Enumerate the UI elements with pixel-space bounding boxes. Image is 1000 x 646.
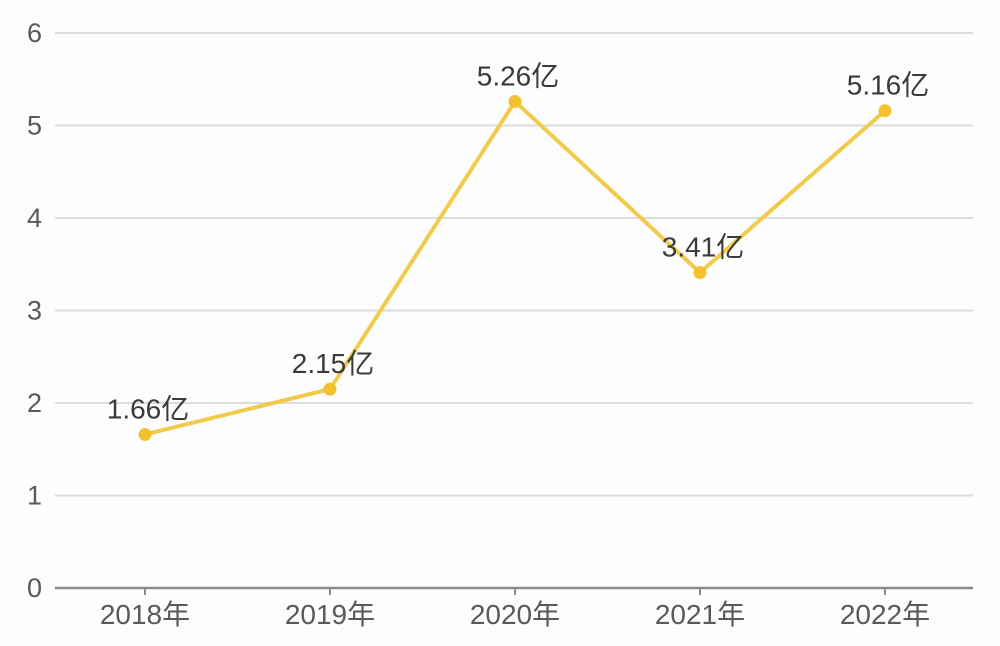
y-axis-tick-label: 1 — [27, 481, 42, 511]
data-point[interactable] — [138, 427, 152, 441]
data-point-label: 5.16亿 — [847, 70, 930, 101]
y-axis-tick-label: 2 — [27, 388, 42, 418]
series-line — [143, 99, 887, 437]
data-point[interactable] — [323, 382, 337, 396]
data-point-label: 2.15亿 — [292, 348, 375, 379]
x-axis-tick-label: 2019年 — [285, 599, 375, 630]
data-point-label: 3.41亿 — [662, 232, 745, 263]
data-point-label: 1.66亿 — [107, 393, 190, 424]
y-axis-tick-label: 0 — [27, 573, 42, 603]
data-point[interactable] — [508, 94, 522, 108]
y-axis-tick-label: 3 — [27, 296, 42, 326]
data-point[interactable] — [878, 104, 892, 118]
x-axis-tick-label: 2021年 — [655, 599, 745, 630]
x-axis-tick-label: 2020年 — [470, 599, 560, 630]
y-axis-tick-label: 4 — [27, 203, 42, 233]
x-axis-tick-label: 2018年 — [100, 599, 190, 630]
y-axis-tick-label: 6 — [27, 18, 42, 48]
data-point-label: 5.26亿 — [477, 60, 560, 91]
x-axis-tick-label: 2022年 — [840, 599, 930, 630]
data-point[interactable] — [693, 266, 707, 280]
y-axis-tick-label: 5 — [27, 111, 42, 141]
